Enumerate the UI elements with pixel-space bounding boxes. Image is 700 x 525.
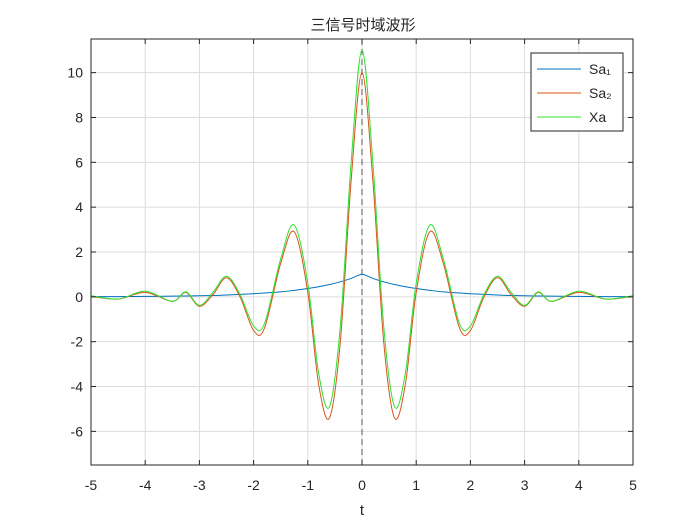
x-tick-label: -3	[193, 477, 206, 493]
y-tick-label: 6	[75, 154, 83, 170]
y-tick-label: -4	[71, 379, 84, 395]
x-tick-label: 0	[358, 477, 366, 493]
x-tick-label: -5	[85, 477, 98, 493]
y-tick-label: 4	[75, 199, 83, 215]
y-tick-label: 0	[75, 289, 83, 305]
y-tick-label: -2	[71, 334, 84, 350]
x-tick-label: -4	[139, 477, 152, 493]
x-tick-label: -2	[247, 477, 260, 493]
legend[interactable]: Sa₁ Sa₂ Xa	[530, 52, 624, 132]
y-tick-label: -6	[71, 423, 84, 439]
y-tick-label: 10	[67, 65, 83, 81]
legend-box	[530, 52, 624, 132]
x-tick-label: 4	[575, 477, 583, 493]
x-tick-label: -1	[302, 477, 315, 493]
x-tick-label: 5	[629, 477, 637, 493]
legend-entry-label: Sa₂	[589, 85, 612, 101]
series-line-1	[90, 72, 634, 420]
chart-title: 三信号时域波形	[310, 16, 415, 34]
y-tick-label: 2	[75, 244, 83, 260]
y-tick-label: 8	[75, 109, 83, 125]
plot-lines	[90, 49, 634, 420]
x-tick-label: 3	[521, 477, 529, 493]
x-axis-ticks: -5 -4 -3 -2 -1 0 1 2 3 4 5	[85, 39, 637, 493]
legend-entry-label: Xa	[589, 109, 606, 125]
series-line-2	[90, 49, 634, 409]
x-axis-label: t	[360, 502, 365, 519]
legend-entry-label: Sa₁	[589, 61, 611, 77]
series-line-0	[90, 273, 634, 298]
x-tick-label: 1	[412, 477, 420, 493]
y-axis-ticks: -6 -4 -2 0 2 4 6 8 10	[67, 65, 633, 439]
x-tick-label: 2	[467, 477, 475, 493]
